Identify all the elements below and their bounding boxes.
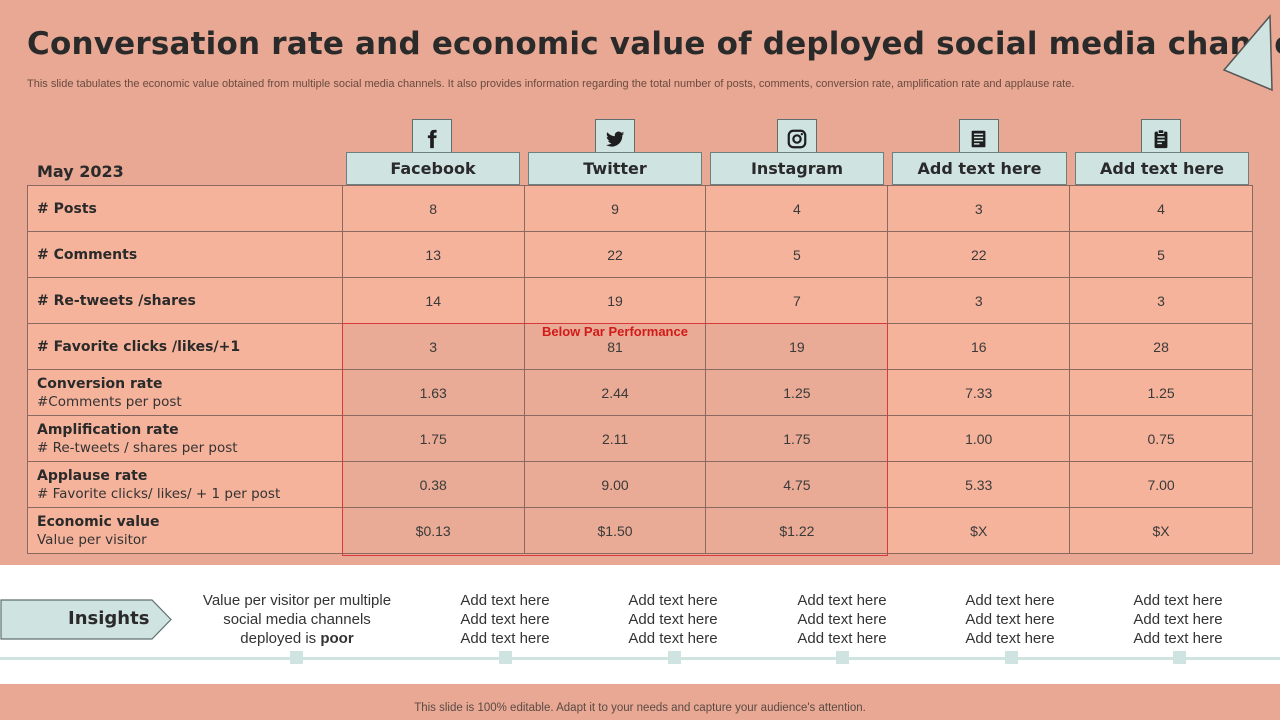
table-cell: 5 [1069,231,1253,278]
insights-label: Insights [68,608,150,629]
table-cell: 4 [1069,185,1253,232]
row-label: Applause rate # Favorite clicks/ likes/ +… [27,461,343,508]
table-cell: 19 [523,277,707,324]
insight-text-3: Add text here Add text here Add text here [628,592,718,647]
table-cell: $X [1069,507,1253,554]
table-cell: 4 [705,185,889,232]
table-cell: 5.33 [887,461,1071,508]
table-cell: 3 [887,277,1071,324]
row-label: # Favorite clicks /likes/+1 [27,323,343,370]
table-cell: 22 [887,231,1071,278]
page-title: Conversation rate and economic value of … [27,26,1280,62]
table-row: # Re-tweets /shares 14 19 7 3 3 [27,277,1253,324]
table-cell: 4.75 [705,461,889,508]
table-cell: 28 [1069,323,1253,370]
table-cell: 5 [705,231,889,278]
table-cell: 1.75 [705,415,889,462]
table-cell: 19 [705,323,889,370]
table-cell: 8 [341,185,525,232]
channel-header-facebook: Facebook [346,152,520,185]
row-label: Amplification rate # Re-tweets / shares p… [27,415,343,462]
below-par-label: Below Par Performance [542,324,688,339]
table-cell: 0.38 [341,461,525,508]
footer-note: This slide is 100% editable. Adapt it to… [414,702,866,714]
table-row: # Comments 13 22 5 22 5 [27,231,1253,278]
table-cell: 22 [523,231,707,278]
row-label: # Comments [27,231,343,278]
table-row: Economic value Value per visitor $0.13 $1… [27,507,1253,554]
table-cell: 1.00 [887,415,1071,462]
table-cell: 3 [1069,277,1253,324]
insight-text-2: Add text here Add text here Add text here [460,592,550,647]
row-label: Economic value Value per visitor [27,507,343,554]
table-cell: 1.25 [1069,369,1253,416]
row-label: # Re-tweets /shares [27,277,343,324]
table-cell: 16 [887,323,1071,370]
table-cell: 13 [341,231,525,278]
table-cell: $X [887,507,1071,554]
metrics-table: # Posts 8 9 4 3 4 # Comments 13 22 5 22 … [27,185,1253,554]
table-cell: 81 [523,323,707,370]
insight-text-5: Add text here Add text here Add text here [965,592,1055,647]
timeline-track [0,657,1280,660]
page-subtitle: This slide tabulates the economic value … [27,78,1075,90]
insight-text-1: Value per visitor per multiple social me… [202,592,392,647]
table-cell: 7 [705,277,889,324]
row-label: Conversion rate #Comments per post [27,369,343,416]
timeline-marker [1173,651,1186,664]
table-cell: $0.13 [341,507,525,554]
table-row: Applause rate # Favorite clicks/ likes/ +… [27,461,1253,508]
table-cell: 3 [887,185,1071,232]
timeline-marker [290,651,303,664]
insight-text-6: Add text here Add text here Add text here [1133,592,1223,647]
timeline-marker [836,651,849,664]
table-row: Conversion rate #Comments per post 1.63 2… [27,369,1253,416]
table-cell: 1.63 [341,369,525,416]
timeline-marker [499,651,512,664]
table-cell: 2.11 [523,415,707,462]
timeline-marker [1005,651,1018,664]
insights-tag: Insights [0,599,172,640]
channel-header-4: Add text here [892,152,1067,185]
timeline-marker [668,651,681,664]
insights-band [0,565,1280,684]
table-row: # Favorite clicks /likes/+1 3 81 19 16 2… [27,323,1253,370]
corner-triangle-decoration [1222,14,1273,92]
table-cell: 1.25 [705,369,889,416]
table-cell: 2.44 [523,369,707,416]
row-label: # Posts [27,185,343,232]
table-cell: $1.50 [523,507,707,554]
channel-header-twitter: Twitter [528,152,702,185]
table-cell: 9 [523,185,707,232]
channel-header-5: Add text here [1075,152,1249,185]
insight-text-4: Add text here Add text here Add text here [797,592,887,647]
table-cell: 7.00 [1069,461,1253,508]
table-cell: $1.22 [705,507,889,554]
table-row: Amplification rate # Re-tweets / shares p… [27,415,1253,462]
table-row: # Posts 8 9 4 3 4 [27,185,1253,232]
table-cell: 0.75 [1069,415,1253,462]
channel-header-instagram: Instagram [710,152,884,185]
table-cell: 7.33 [887,369,1071,416]
table-cell: 9.00 [523,461,707,508]
month-label: May 2023 [37,162,124,181]
table-cell: 14 [341,277,525,324]
table-cell: 3 [341,323,525,370]
table-cell: 1.75 [341,415,525,462]
